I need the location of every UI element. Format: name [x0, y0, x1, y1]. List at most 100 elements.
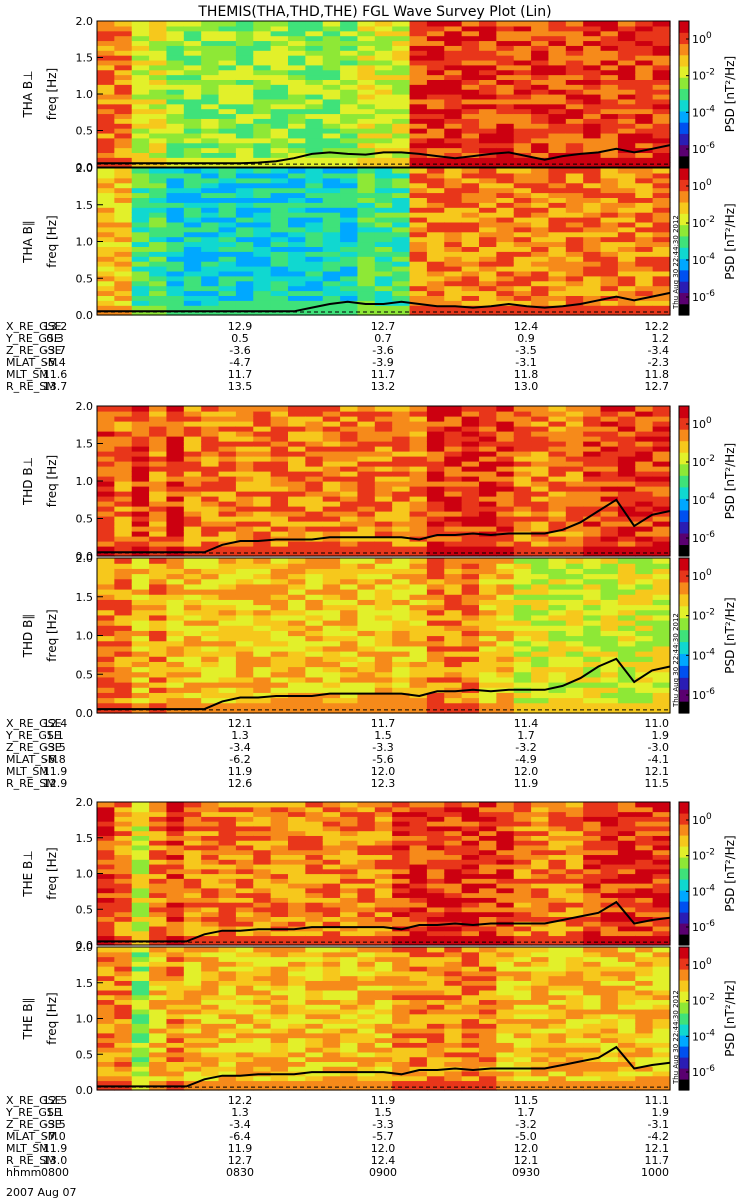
spectrogram-cell	[201, 614, 220, 621]
spectrogram-cell	[531, 911, 550, 917]
spectrogram-cell	[565, 630, 584, 637]
spectrogram-cell	[97, 578, 115, 585]
spectrogram-cell	[131, 94, 150, 100]
spectrogram-cell	[288, 676, 306, 683]
spectrogram-cell	[288, 921, 306, 927]
spectrogram-cell	[374, 187, 393, 194]
spectrogram-cell	[652, 305, 671, 311]
spectrogram-cell	[374, 256, 393, 262]
spectrogram-cell	[461, 661, 480, 668]
spectrogram-cell	[600, 192, 619, 198]
spectrogram-cell	[305, 137, 324, 144]
spectrogram-cell	[270, 906, 289, 913]
spectrogram-cell	[479, 35, 497, 42]
spectrogram-cell	[288, 531, 306, 537]
spectrogram-cell	[114, 583, 133, 590]
spectrogram-cell	[479, 118, 497, 124]
spectrogram-cell	[392, 521, 411, 527]
spectrogram-cell	[496, 859, 515, 865]
spectrogram-cell	[479, 645, 497, 652]
spectrogram-cell	[166, 64, 185, 71]
spectrogram-cell	[288, 707, 306, 714]
spectrogram-cell	[270, 921, 289, 927]
spectrogram-cell	[426, 589, 445, 595]
spectrogram-cell	[565, 887, 584, 894]
spectrogram-cell	[392, 491, 411, 497]
spectrogram-cell	[374, 226, 393, 233]
spectrogram-cell	[548, 635, 567, 642]
colorbar-segment	[679, 653, 689, 666]
spectrogram-cell	[496, 45, 515, 51]
spectrogram-cell	[183, 152, 202, 158]
spectrogram-cell	[183, 906, 202, 913]
spectrogram-cell	[374, 666, 393, 673]
spectrogram-cell	[322, 496, 341, 502]
spectrogram-cell	[183, 221, 202, 228]
spectrogram-cell	[652, 471, 671, 477]
spectrogram-cell	[531, 516, 550, 522]
spectrogram-cell	[409, 94, 428, 100]
spectrogram-cell	[253, 59, 272, 66]
spectrogram-cell	[305, 486, 324, 492]
spectrogram-cell	[131, 108, 150, 115]
spectrogram-cell	[635, 541, 654, 547]
spectrogram-cell	[253, 604, 272, 611]
spectrogram-cell	[600, 446, 619, 452]
spectrogram-cell	[444, 873, 463, 879]
colorbar-segment	[679, 429, 689, 442]
spectrogram-cell	[288, 142, 306, 149]
spectrogram-cell	[635, 573, 654, 580]
spectrogram-cell	[652, 21, 671, 27]
spectrogram-cell	[166, 558, 185, 564]
spectrogram-cell	[253, 137, 272, 144]
spectrogram-cell	[479, 436, 497, 442]
spectrogram-cell	[305, 635, 324, 642]
spectrogram-cell	[374, 275, 393, 282]
spectrogram-cell	[479, 521, 497, 527]
spectrogram-cell	[340, 671, 359, 678]
spectrogram-cell	[253, 614, 272, 621]
spectrogram-cell	[426, 231, 445, 238]
spectrogram-cell	[131, 671, 150, 678]
spectrogram-cell	[652, 94, 671, 100]
spectrogram-cell	[617, 656, 636, 662]
spectrogram-cell	[270, 416, 289, 422]
spectrogram-cell	[340, 697, 359, 704]
spectrogram-cell	[461, 940, 480, 946]
spectrogram-cell	[392, 563, 411, 569]
spectrogram-cell	[461, 21, 480, 27]
spectrogram-cell	[322, 536, 341, 542]
spectrogram-cell	[409, 609, 428, 616]
spectrogram-cell	[600, 251, 619, 257]
spectrogram-cell	[131, 661, 150, 668]
spectrogram-cell	[548, 558, 567, 564]
spectrogram-cell	[201, 55, 220, 61]
spectrogram-cell	[97, 217, 115, 223]
spectrogram-cell	[444, 212, 463, 218]
spectrogram-cell	[531, 168, 550, 174]
spectrogram-cell	[253, 563, 272, 569]
spectrogram-cell	[374, 883, 393, 889]
spectrogram-cell	[357, 868, 376, 875]
spectrogram-cell	[305, 192, 324, 198]
spectrogram-cell	[461, 887, 480, 894]
spectrogram-cell	[548, 207, 567, 213]
spectrogram-cell	[201, 625, 220, 631]
spectrogram-cell	[548, 645, 567, 652]
spectrogram-cell	[409, 270, 428, 277]
spectrogram-cell	[235, 35, 254, 42]
spectrogram-cell	[513, 883, 532, 889]
spectrogram-cell	[531, 152, 550, 158]
spectrogram-cell	[479, 825, 497, 832]
spectrogram-cell	[357, 940, 376, 946]
spectrogram-cell	[131, 236, 150, 243]
spectrogram-cell	[565, 496, 584, 502]
spectrogram-cell	[253, 806, 272, 813]
spectrogram-cell	[218, 217, 237, 223]
spectrogram-cell	[513, 630, 532, 637]
spectrogram-cell	[183, 305, 202, 311]
spectrogram-cell	[583, 182, 602, 189]
spectrogram-cell	[340, 558, 359, 564]
spectrogram-cell	[565, 825, 584, 832]
spectrogram-cell	[444, 656, 463, 662]
